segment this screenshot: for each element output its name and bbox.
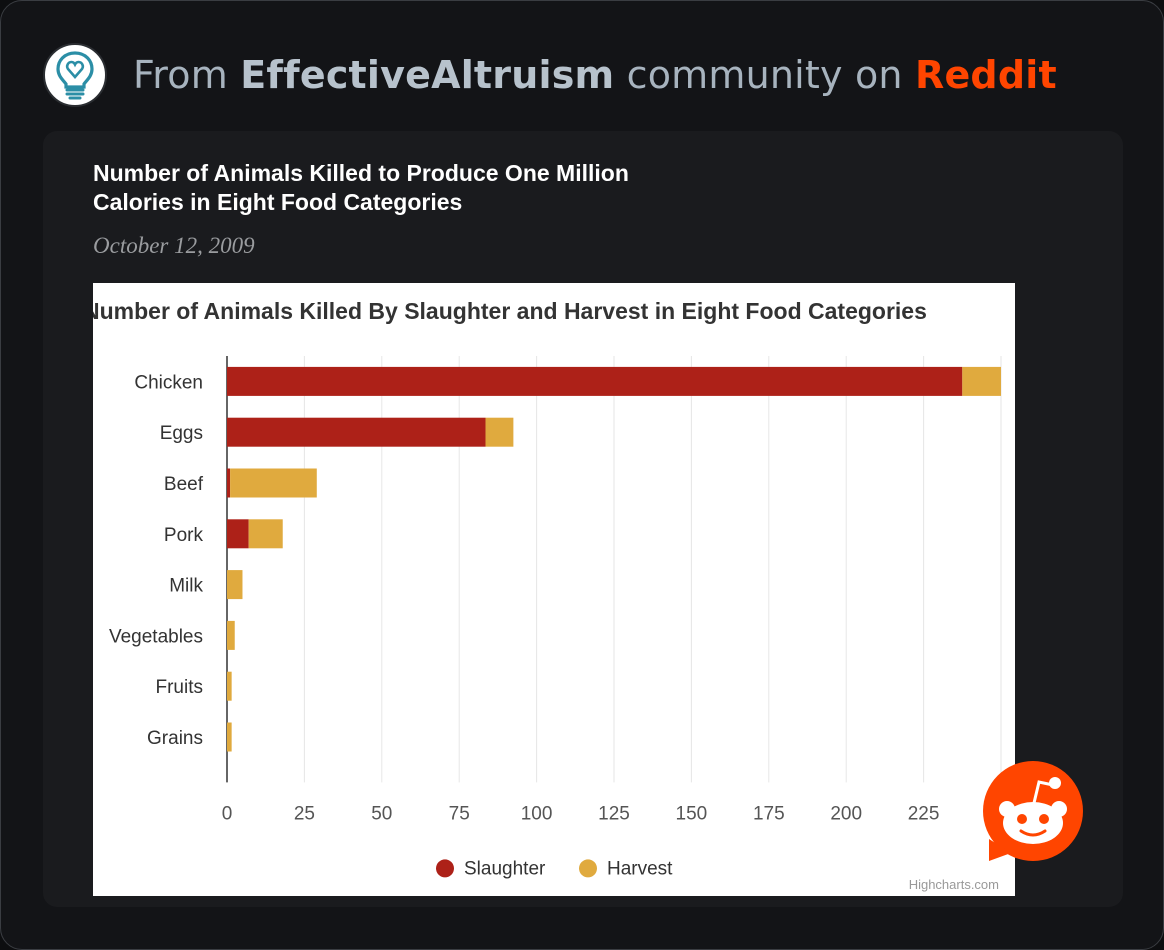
x-tick-label: 0 <box>222 803 233 824</box>
post-header: From EffectiveAltruism community on Redd… <box>43 43 1057 107</box>
bar-chart: Number of Animals Killed By Slaughter an… <box>93 298 1015 892</box>
platform-name[interactable]: Reddit <box>915 53 1057 97</box>
category-label: Pork <box>164 525 204 546</box>
chart-category-labels: Chicken Eggs Beef Pork Milk Vegetables Fruits G… <box>109 372 204 749</box>
reddit-snoo-icon <box>983 761 1083 861</box>
legend-marker <box>436 859 454 878</box>
x-tick-label: 225 <box>908 803 940 824</box>
article-date: October 12, 2009 <box>93 233 255 258</box>
category-label: Chicken <box>134 372 203 393</box>
bar-harvest <box>230 468 317 498</box>
bar-slaughter <box>227 519 249 549</box>
x-tick-label: 75 <box>449 803 470 824</box>
x-tick-label: 100 <box>521 803 553 824</box>
chart-image: Number of Animals Killed By Slaughter an… <box>93 283 1015 896</box>
bar-harvest <box>227 722 232 752</box>
bar-slaughter <box>227 366 963 396</box>
chart-bars <box>227 366 1001 752</box>
x-tick-label: 125 <box>598 803 630 824</box>
category-label: Fruits <box>156 677 204 698</box>
community-attribution: From EffectiveAltruism community on Redd… <box>133 53 1057 97</box>
lightbulb-heart-icon <box>56 51 94 100</box>
legend-marker <box>579 859 597 878</box>
attribution-middle: community on <box>626 53 903 97</box>
chart-x-tick-labels: 0255075100125150175200225250 <box>222 803 1015 824</box>
reddit-badge[interactable] <box>981 761 1085 870</box>
bar-harvest <box>227 570 243 600</box>
category-label: Grains <box>147 728 203 749</box>
legend-label: Harvest <box>607 858 673 879</box>
bar-slaughter <box>227 417 486 447</box>
chart-title: Number of Animals Killed By Slaughter an… <box>93 298 927 324</box>
bar-harvest <box>227 671 232 701</box>
category-label: Eggs <box>160 423 203 444</box>
bar-harvest <box>485 417 514 447</box>
x-tick-label: 25 <box>294 803 315 824</box>
bar-harvest <box>962 366 1001 396</box>
legend-label: Slaughter <box>464 858 546 879</box>
x-tick-label: 150 <box>676 803 708 824</box>
chart-legend: Slaughter Harvest <box>436 858 673 879</box>
article-card[interactable]: Number of Animals Killed to Produce One … <box>43 131 1123 907</box>
attribution-prefix: From <box>133 53 228 97</box>
x-tick-label: 200 <box>830 803 862 824</box>
category-label: Vegetables <box>109 626 203 647</box>
bar-harvest <box>227 620 235 650</box>
community-avatar[interactable] <box>43 43 107 107</box>
community-name[interactable]: EffectiveAltruism <box>240 53 615 97</box>
x-tick-label: 50 <box>371 803 392 824</box>
category-label: Beef <box>164 474 204 495</box>
category-label: Milk <box>169 576 203 597</box>
bar-harvest <box>248 519 283 549</box>
x-tick-label: 175 <box>753 803 785 824</box>
chart-credits[interactable]: Highcharts.com <box>909 877 999 892</box>
bar-slaughter <box>227 468 231 498</box>
article-title: Number of Animals Killed to Produce One … <box>93 160 629 215</box>
